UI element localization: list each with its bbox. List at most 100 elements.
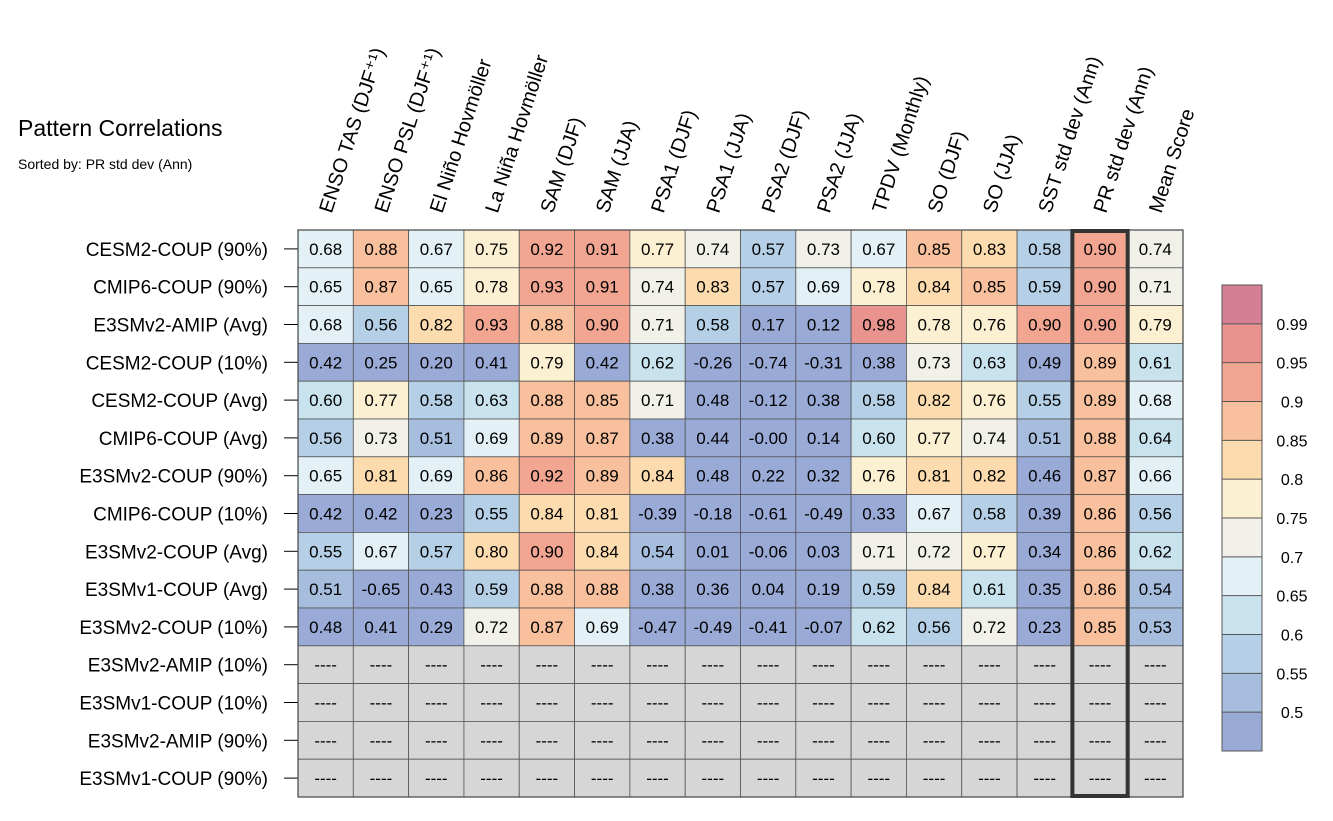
heatmap-cell <box>629 267 686 306</box>
cell-value: 0.56 <box>364 316 397 335</box>
heatmap-cell <box>574 569 631 609</box>
cell-value: 0.74 <box>1139 240 1172 259</box>
heatmap-cell <box>629 418 686 458</box>
cell-value: ---- <box>370 694 393 713</box>
heatmap-cell <box>961 418 1018 458</box>
cell-value: ---- <box>923 694 946 713</box>
column-header: PSA2 (DJF) <box>758 107 812 215</box>
cell-value: -0.31 <box>804 353 843 372</box>
heatmap-cell <box>961 569 1018 609</box>
colorbar-segment <box>1222 518 1262 557</box>
heatmap-cell <box>850 342 907 382</box>
cell-value: 0.17 <box>752 316 785 335</box>
heatmap-cell <box>518 494 575 533</box>
heatmap-cell <box>1127 569 1184 609</box>
heatmap-cell <box>795 758 852 798</box>
heatmap-cell <box>518 267 575 306</box>
cell-value: 0.85 <box>1083 618 1116 637</box>
cell-value: 0.71 <box>641 391 674 410</box>
cell-value: ---- <box>978 656 1001 675</box>
heatmap-cell <box>629 342 686 382</box>
cell-value: ---- <box>812 769 835 788</box>
cell-value: 0.75 <box>475 240 508 259</box>
cell-value: 0.69 <box>475 429 508 448</box>
cell-value: ---- <box>591 731 614 750</box>
cell-value: 0.34 <box>1028 542 1061 561</box>
cell-value: -0.18 <box>693 505 732 524</box>
heatmap-cell <box>684 456 741 495</box>
heatmap-cell <box>906 267 963 306</box>
cell-value: ---- <box>702 656 725 675</box>
heatmap-cell <box>518 229 575 269</box>
heatmap-cell <box>1071 532 1129 571</box>
cell-value: 0.78 <box>475 278 508 297</box>
heatmap-cell <box>1127 305 1184 344</box>
heatmap-cell <box>629 683 686 722</box>
cell-value: 0.38 <box>862 353 895 372</box>
heatmap-cell <box>574 342 631 382</box>
cell-value: 0.90 <box>586 316 619 335</box>
cell-value: -0.26 <box>693 353 732 372</box>
heatmap-cell <box>740 494 797 533</box>
cell-value: 0.79 <box>530 353 563 372</box>
heatmap-cell <box>961 683 1018 722</box>
cell-value: 0.20 <box>420 353 453 372</box>
colorbar-tick-label: 0.9 <box>1281 395 1303 412</box>
cell-value: 0.61 <box>973 580 1006 599</box>
heatmap-cell <box>740 305 797 344</box>
cell-value: 0.89 <box>586 467 619 486</box>
heatmap-cell <box>352 758 410 798</box>
heatmap-cell <box>850 758 907 798</box>
cell-value: ---- <box>480 731 503 750</box>
cell-value: 0.23 <box>1028 618 1061 637</box>
cell-value: 0.57 <box>752 240 785 259</box>
cell-value: ---- <box>757 769 780 788</box>
heatmap-cell <box>574 305 631 344</box>
cell-value: ---- <box>757 694 780 713</box>
heatmap-cell <box>518 380 575 420</box>
heatmap-cell <box>1016 418 1073 458</box>
cell-value: 0.59 <box>1028 278 1061 297</box>
chart-subtitle: Sorted by: PR std dev (Ann) <box>18 156 192 172</box>
heatmap-cell <box>629 532 686 571</box>
cell-value: 0.88 <box>530 316 563 335</box>
cell-value: 0.59 <box>475 580 508 599</box>
heatmap-cell <box>463 380 520 420</box>
cell-value: -0.12 <box>749 391 788 410</box>
heatmap-cell <box>1127 721 1184 760</box>
heatmap-cell <box>906 456 963 495</box>
heatmap-cell <box>352 380 410 420</box>
heatmap-cell <box>297 645 354 684</box>
colorbar-tick-label: 0.75 <box>1276 511 1307 528</box>
cell-value: 0.88 <box>364 240 397 259</box>
cell-value: 0.87 <box>586 429 619 448</box>
heatmap-cell <box>463 532 520 571</box>
cell-value: ---- <box>923 656 946 675</box>
cell-value: 0.48 <box>309 618 342 637</box>
colorbar-segment <box>1222 595 1262 635</box>
cell-value: 0.76 <box>973 316 1006 335</box>
heatmap-cell <box>684 721 741 760</box>
heatmap-cell <box>961 494 1018 533</box>
heatmap-cell <box>795 607 852 647</box>
cell-value: ---- <box>1089 656 1112 675</box>
column-header: PR std dev (Ann) <box>1090 64 1158 216</box>
cell-value: 0.53 <box>1139 618 1172 637</box>
heatmap-cell <box>795 267 852 306</box>
heatmap-cell <box>1016 342 1073 382</box>
heatmap-cell <box>463 645 520 684</box>
cell-value: 0.58 <box>420 391 453 410</box>
heatmap-cell <box>795 532 852 571</box>
row-label: CESM2-COUP (90%) <box>86 240 268 261</box>
cell-value: 0.42 <box>364 505 397 524</box>
cell-value: ---- <box>646 656 669 675</box>
heatmap-cell <box>1016 758 1073 798</box>
cell-value: 0.58 <box>973 505 1006 524</box>
heatmap-cell <box>574 229 631 269</box>
heatmap-cell <box>574 267 631 306</box>
cell-value: 0.84 <box>530 505 563 524</box>
heatmap-cell <box>850 721 907 760</box>
cell-value: ---- <box>812 656 835 675</box>
colorbar-segment <box>1222 712 1262 751</box>
cell-value: -0.00 <box>749 429 788 448</box>
